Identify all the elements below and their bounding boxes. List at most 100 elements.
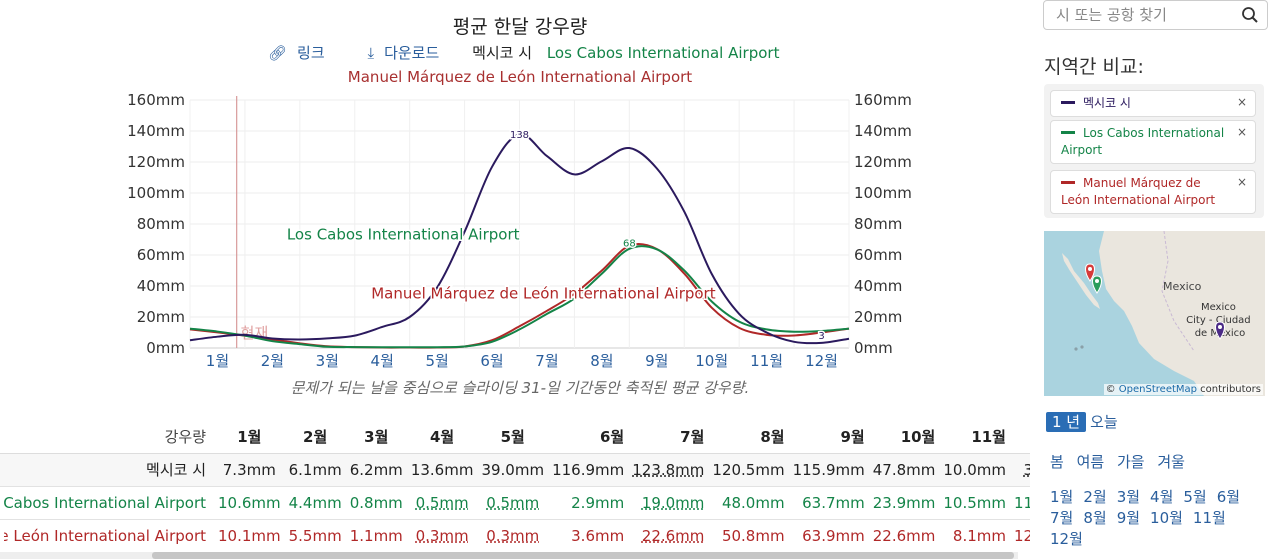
x-tick-label: 12월 [805, 352, 838, 370]
y-tick-label-left: 20mm [137, 308, 185, 326]
table-cell: 0.5mm [406, 485, 478, 519]
map-baja-peninsula [1062, 253, 1100, 309]
search-icon[interactable] [1241, 6, 1259, 24]
table-cell: 23.9mm [868, 485, 940, 519]
download-label: 다운로드 [384, 44, 440, 62]
table-cell: 5.5mm [284, 518, 346, 552]
remove-icon[interactable]: × [1236, 175, 1247, 189]
table-row-los-cabos: Los Cabos International Airport 10.6mm4.… [0, 485, 1030, 519]
map-marker-mml[interactable] [1085, 263, 1095, 282]
table-cell: 22.6mm [868, 518, 940, 552]
compare-item-mexico[interactable]: 멕시코 시 × [1050, 90, 1256, 117]
table-scrollbar-thumb[interactable] [152, 552, 1014, 559]
month-link[interactable]: 5월 [1183, 488, 1207, 506]
month-link[interactable]: 4월 [1150, 488, 1174, 506]
table-cell: 1.1mm [345, 518, 407, 552]
map-marker-los-cabos[interactable] [1092, 275, 1102, 294]
y-tick-label-right: 140mm [854, 122, 912, 140]
y-tick-label-left: 60mm [137, 246, 185, 264]
compare-list: 멕시코 시 × Los Cabos International Airport … [1044, 84, 1264, 218]
table-cell: 11.0mm [1010, 485, 1030, 519]
month-link[interactable]: 2월 [1083, 488, 1107, 506]
row-label-text: Manuel Márquez de León International Air… [4, 526, 206, 545]
month-link[interactable]: 3월 [1116, 488, 1141, 506]
row-label: Manuel Márquez de León International Air… [0, 518, 214, 552]
row-label: 멕시코 시 [0, 452, 214, 486]
y-tick-label-right: 60mm [854, 246, 902, 264]
location-map[interactable]: Mexico Mexico City - Ciudad de México © … [1044, 231, 1265, 396]
season-summer[interactable]: 여름 [1076, 453, 1105, 471]
table-cell: 115.9mm [788, 452, 869, 486]
month-link[interactable]: 10월 [1150, 509, 1183, 527]
tab-year[interactable]: 1 년 [1046, 412, 1087, 432]
table-cell: 2.9mm [548, 485, 629, 519]
table-cell: 3.3mm [1010, 452, 1030, 486]
map-island [1074, 347, 1078, 351]
table-scrollbar[interactable] [0, 552, 1018, 559]
table-month-header: 11월 [971, 427, 1006, 446]
season-autumn[interactable]: 가을 [1116, 453, 1145, 471]
table-cell: 3.6mm [548, 518, 629, 552]
season-winter[interactable]: 겨울 [1157, 453, 1185, 471]
table-month-header: 4월 [430, 427, 455, 446]
chart-toolbar: 🔗︎ 링크 ⤓ 다운로드 멕시코 시 Los Cabos International… [268, 42, 789, 63]
table-month-header: 5월 [500, 427, 525, 446]
y-tick-label-left: 160mm [127, 91, 185, 109]
y-tick-label-right: 20mm [854, 308, 902, 326]
month-link[interactable]: 7월 [1050, 509, 1074, 527]
osm-link[interactable]: OpenStreetMap [1118, 384, 1197, 395]
table-cell: 120.5mm [708, 452, 789, 486]
link-icon: 🔗︎ [268, 44, 288, 62]
remove-icon[interactable]: × [1236, 95, 1247, 109]
search-input[interactable] [1054, 5, 1239, 25]
month-link[interactable]: 11월 [1192, 509, 1226, 527]
legend-los-cabos[interactable]: Los Cabos International Airport [546, 44, 780, 62]
table-month-header: 6월 [599, 427, 625, 446]
compare-item-mml[interactable]: Manuel Márquez de León International Air… [1050, 170, 1256, 214]
table-month-header: 12월 [1010, 420, 1030, 453]
compare-item-label: 멕시코 시 [1083, 96, 1131, 110]
rainfall-chart: 0mm 0mm 20mm 20mm 40mm 40mm 60mm 60mm 80mm 80mm 10… [127, 91, 912, 370]
y-tick-label-right: 80mm [854, 215, 902, 233]
season-spring[interactable]: 봄 [1050, 453, 1064, 471]
table-cell: 123.8mm [628, 452, 709, 486]
month-link[interactable]: 6월 [1216, 488, 1241, 506]
month-link[interactable]: 8월 [1083, 509, 1107, 527]
month-link[interactable]: 1월 [1050, 488, 1074, 506]
y-tick-label-left: 140mm [127, 122, 185, 140]
table-row-mexico: 멕시코 시 7.3mm 6.1mm 6.2mm 13.6mm 39.0mm 116.9mm… [0, 452, 1030, 486]
compare-item-los-cabos[interactable]: Los Cabos International Airport × [1050, 120, 1256, 164]
compare-item-label: Los Cabos International Airport [1061, 126, 1225, 157]
y-tick-label-left: 120mm [127, 153, 185, 171]
x-tick-label: 9월 [645, 352, 668, 370]
table-cell: 13.6mm [406, 452, 478, 486]
table-header-label: 강우량 [164, 427, 206, 446]
row-label-text: Los Cabos International Airport [4, 493, 206, 512]
y-tick-label-left: 80mm [137, 215, 185, 233]
value-annotation: 3 [818, 331, 824, 342]
series-inline-label-los-cabos: Los Cabos International Airport [287, 226, 520, 244]
table-cell: 19.0mm [628, 485, 709, 519]
table-header-row: 강우량 1월 2월 3월 4월 5월 6월 7월 8월 9월 10월 11월12월 [0, 420, 1030, 453]
download-button[interactable]: ⤓ 다운로드 [367, 44, 454, 62]
series-line-los-cabos [189, 245, 850, 349]
x-tick-label: 1월 [206, 352, 229, 370]
table-month-header: 2월 [303, 427, 328, 446]
table-month-header: 8월 [760, 427, 785, 446]
link-button[interactable]: 🔗︎ 링크 [268, 44, 339, 62]
map-land [1099, 231, 1265, 396]
map-marker-mexico-city[interactable] [1215, 321, 1225, 340]
tab-today[interactable]: 오늘 [1090, 413, 1118, 431]
chart-caption: 문제가 되는 날을 중심으로 슬라이딩 31-일 기간동안 축적된 평균 강우량… [290, 379, 750, 397]
legend-mml-label[interactable]: Manuel Márquez de León International Air… [347, 68, 693, 86]
x-tick-label: 4월 [371, 352, 394, 370]
table-cell: 116.9mm [548, 452, 629, 486]
table-month-header: 1월 [237, 427, 262, 446]
month-link[interactable]: 9월 [1116, 509, 1141, 527]
table-cell: 47.8mm [868, 452, 940, 486]
table-cell: 39.0mm [477, 452, 549, 486]
legend-mexico[interactable]: 멕시코 시 [472, 44, 533, 62]
month-link[interactable]: 12월 [1050, 530, 1083, 548]
table-cell: 7.3mm [214, 452, 285, 486]
remove-icon[interactable]: × [1236, 125, 1247, 139]
